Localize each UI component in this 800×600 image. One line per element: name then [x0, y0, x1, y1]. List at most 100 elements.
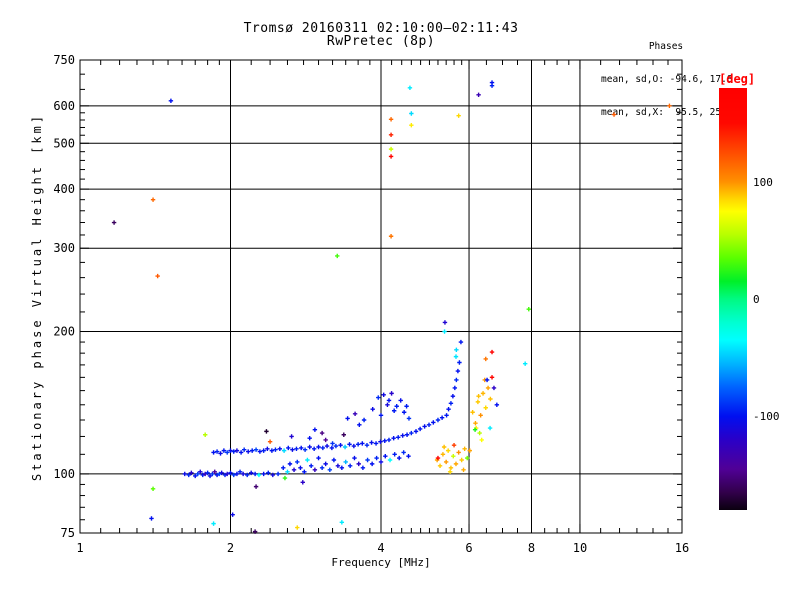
data-point — [381, 392, 386, 397]
data-point — [396, 435, 401, 440]
data-point — [454, 347, 459, 352]
data-point — [458, 339, 464, 345]
data-point — [398, 398, 403, 403]
data-point — [338, 442, 343, 448]
data-point — [456, 113, 461, 118]
data-point — [378, 413, 384, 418]
data-point — [383, 454, 388, 459]
data-point — [526, 306, 531, 312]
data-point — [281, 448, 287, 453]
data-point — [246, 449, 251, 454]
data-point — [316, 455, 321, 461]
data-point — [409, 430, 414, 436]
data-point — [281, 465, 286, 471]
data-point — [343, 459, 348, 465]
data-point — [264, 429, 269, 434]
data-point — [299, 445, 304, 451]
data-point — [275, 471, 281, 477]
data-point — [312, 427, 318, 432]
data-point — [451, 454, 456, 459]
data-point — [240, 471, 246, 477]
data-point — [401, 450, 406, 455]
data-point — [231, 449, 236, 454]
data-point — [456, 450, 461, 455]
data-point — [461, 467, 466, 473]
data-point — [202, 432, 208, 437]
data-point — [387, 457, 393, 463]
data-point — [230, 512, 235, 517]
data-point — [453, 461, 459, 467]
data-point — [327, 467, 333, 473]
data-point — [335, 463, 341, 469]
y-tick-label: 200 — [53, 325, 75, 339]
data-point — [473, 420, 478, 426]
data-point — [323, 461, 328, 467]
data-point — [447, 469, 453, 475]
y-tick-label: 300 — [53, 241, 75, 255]
data-point — [228, 448, 233, 453]
data-point — [439, 415, 445, 420]
data-point — [376, 395, 381, 400]
phases-heading: Phases — [648, 41, 684, 52]
data-point — [374, 455, 379, 461]
data-point — [391, 408, 397, 413]
data-point — [252, 471, 258, 477]
data-point — [391, 435, 396, 441]
data-point — [207, 473, 213, 479]
data-point — [365, 457, 370, 463]
y-tick-label: 600 — [53, 99, 75, 113]
data-point — [211, 450, 216, 455]
x-tick-label: 10 — [573, 541, 587, 555]
data-point — [491, 385, 497, 391]
data-point — [465, 455, 470, 461]
data-point — [389, 391, 394, 396]
data-point — [320, 445, 326, 451]
data-point — [404, 404, 409, 409]
data-point — [462, 446, 467, 451]
data-point — [407, 85, 413, 91]
data-point — [237, 469, 243, 475]
data-point — [357, 422, 362, 428]
data-point — [522, 361, 528, 366]
data-point — [302, 469, 307, 475]
data-point — [364, 442, 370, 448]
data-point — [228, 470, 233, 476]
data-point — [489, 83, 495, 88]
data-point — [426, 422, 432, 428]
data-point — [475, 399, 481, 405]
data-point — [467, 448, 472, 453]
data-point — [406, 416, 412, 421]
data-point — [445, 448, 451, 453]
y-tick-label: 750 — [53, 53, 75, 67]
data-point — [483, 356, 488, 362]
data-point — [234, 471, 240, 477]
data-point — [253, 447, 259, 452]
data-point — [189, 470, 194, 476]
colorbar-gradient — [719, 88, 747, 510]
data-point — [261, 448, 266, 453]
data-point — [457, 360, 462, 365]
data-point — [400, 433, 405, 438]
data-point — [479, 437, 484, 443]
data-point — [452, 385, 458, 391]
data-point — [193, 473, 198, 479]
data-point — [219, 470, 224, 476]
data-point — [347, 463, 353, 469]
data-point — [441, 444, 447, 450]
data-point — [369, 461, 375, 467]
data-point — [214, 449, 220, 454]
data-point — [256, 472, 262, 478]
data-point — [448, 465, 454, 471]
data-point — [484, 377, 490, 383]
data-point — [388, 132, 394, 138]
data-point — [291, 467, 297, 473]
data-point — [443, 459, 449, 465]
data-point — [319, 430, 325, 436]
colorbar-tick-label: 0 — [753, 293, 760, 306]
data-point — [360, 465, 366, 471]
data-point — [168, 98, 174, 103]
data-point — [305, 457, 310, 463]
data-point — [307, 435, 312, 441]
